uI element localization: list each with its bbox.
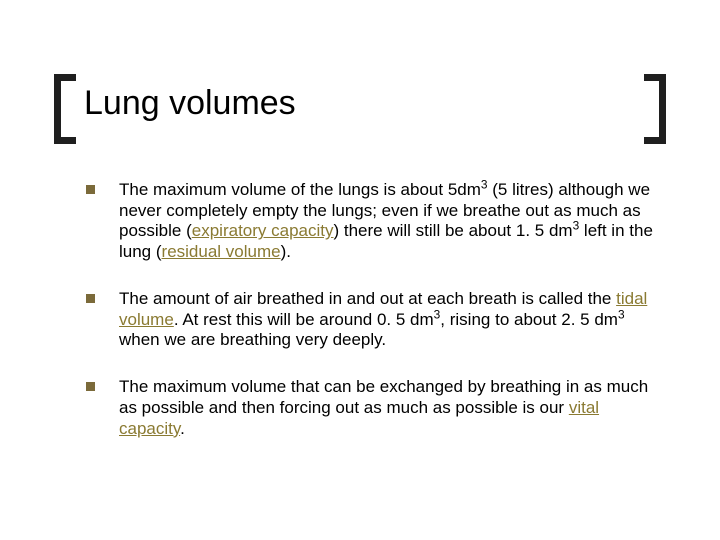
key-term: vital capacity <box>119 398 599 438</box>
list-item-text: The amount of air breathed in and out at… <box>119 289 666 351</box>
list-item-text: The maximum volume that can be exchanged… <box>119 377 666 439</box>
slide: Lung volumes The maximum volume of the l… <box>0 0 720 540</box>
superscript: 3 <box>618 307 625 321</box>
body-content: The maximum volume of the lungs is about… <box>86 180 666 465</box>
bracket-right-icon <box>644 74 666 144</box>
superscript: 3 <box>434 307 441 321</box>
list-item: The amount of air breathed in and out at… <box>86 289 666 351</box>
superscript: 3 <box>481 177 488 191</box>
list-item: The maximum volume that can be exchanged… <box>86 377 666 439</box>
square-bullet-icon <box>86 382 95 391</box>
list-item-text: The maximum volume of the lungs is about… <box>119 180 666 263</box>
key-term: expiratory capacity <box>192 221 334 240</box>
square-bullet-icon <box>86 294 95 303</box>
slide-title: Lung volumes <box>84 84 296 123</box>
superscript: 3 <box>573 219 580 233</box>
bracket-left-icon <box>54 74 76 144</box>
key-term: residual volume <box>162 242 281 261</box>
key-term: tidal volume <box>119 289 647 329</box>
square-bullet-icon <box>86 185 95 194</box>
list-item: The maximum volume of the lungs is about… <box>86 180 666 263</box>
title-area: Lung volumes <box>54 74 666 144</box>
